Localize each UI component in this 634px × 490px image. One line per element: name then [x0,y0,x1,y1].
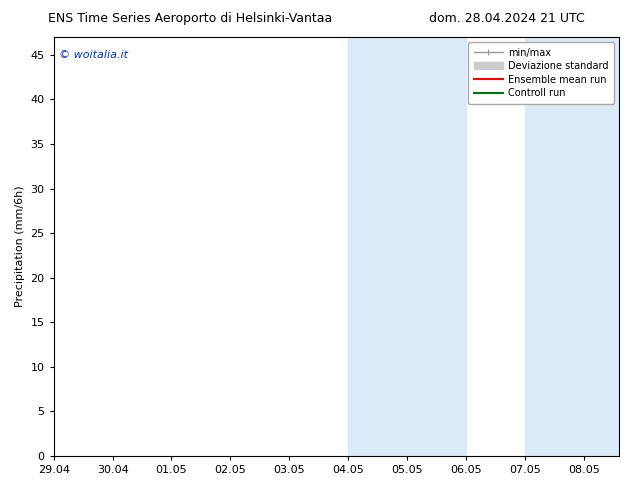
Y-axis label: Precipitation (mm/6h): Precipitation (mm/6h) [15,186,25,307]
Text: © woitalia.it: © woitalia.it [60,49,128,60]
Text: ENS Time Series Aeroporto di Helsinki-Vantaa: ENS Time Series Aeroporto di Helsinki-Va… [48,12,332,25]
Bar [525,37,634,456]
Text: dom. 28.04.2024 21 UTC: dom. 28.04.2024 21 UTC [429,12,585,25]
Bar [348,37,466,456]
Legend: min/max, Deviazione standard, Ensemble mean run, Controll run: min/max, Deviazione standard, Ensemble m… [468,42,614,104]
